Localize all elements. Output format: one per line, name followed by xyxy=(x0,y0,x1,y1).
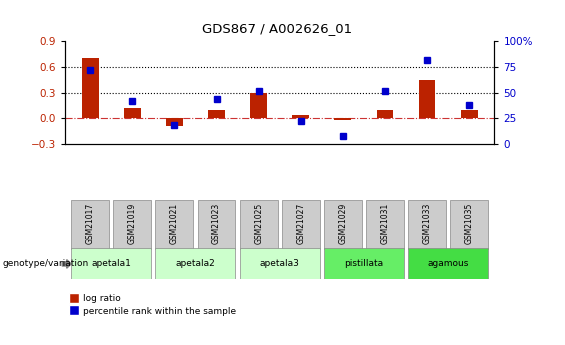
FancyBboxPatch shape xyxy=(450,200,488,250)
FancyBboxPatch shape xyxy=(114,200,151,250)
Text: GSM21023: GSM21023 xyxy=(212,203,221,244)
Text: apetala2: apetala2 xyxy=(176,259,215,268)
FancyBboxPatch shape xyxy=(240,200,277,250)
Bar xyxy=(124,108,141,118)
Bar xyxy=(292,115,309,118)
Text: genotype/variation: genotype/variation xyxy=(3,259,89,268)
Bar xyxy=(250,92,267,118)
Bar xyxy=(419,80,436,118)
Text: apetala3: apetala3 xyxy=(260,259,299,268)
Text: apetala1: apetala1 xyxy=(92,259,131,268)
Text: GSM21025: GSM21025 xyxy=(254,203,263,244)
FancyBboxPatch shape xyxy=(282,200,320,250)
Bar xyxy=(460,110,477,118)
Text: GSM21021: GSM21021 xyxy=(170,203,179,244)
FancyBboxPatch shape xyxy=(71,248,151,279)
Legend: log ratio, percentile rank within the sample: log ratio, percentile rank within the sa… xyxy=(69,294,236,316)
FancyBboxPatch shape xyxy=(198,200,236,250)
Text: GSM21027: GSM21027 xyxy=(296,203,305,244)
FancyBboxPatch shape xyxy=(240,248,320,279)
FancyBboxPatch shape xyxy=(324,248,404,279)
Text: pistillata: pistillata xyxy=(344,259,384,268)
FancyBboxPatch shape xyxy=(408,248,488,279)
FancyBboxPatch shape xyxy=(366,200,404,250)
Text: GSM21035: GSM21035 xyxy=(464,203,473,244)
Bar xyxy=(334,118,351,120)
Bar xyxy=(376,110,393,118)
Bar xyxy=(82,58,99,118)
Text: agamous: agamous xyxy=(427,259,469,268)
Text: GSM21019: GSM21019 xyxy=(128,203,137,244)
Bar xyxy=(208,110,225,118)
Text: GSM21031: GSM21031 xyxy=(380,203,389,244)
FancyBboxPatch shape xyxy=(155,248,236,279)
FancyBboxPatch shape xyxy=(408,200,446,250)
Bar xyxy=(166,118,183,126)
Text: GSM21033: GSM21033 xyxy=(423,203,432,244)
FancyBboxPatch shape xyxy=(155,200,193,250)
FancyBboxPatch shape xyxy=(324,200,362,250)
Text: GDS867 / A002626_01: GDS867 / A002626_01 xyxy=(202,22,352,36)
FancyBboxPatch shape xyxy=(71,200,109,250)
Text: GSM21029: GSM21029 xyxy=(338,203,347,244)
Text: GSM21017: GSM21017 xyxy=(86,203,95,244)
